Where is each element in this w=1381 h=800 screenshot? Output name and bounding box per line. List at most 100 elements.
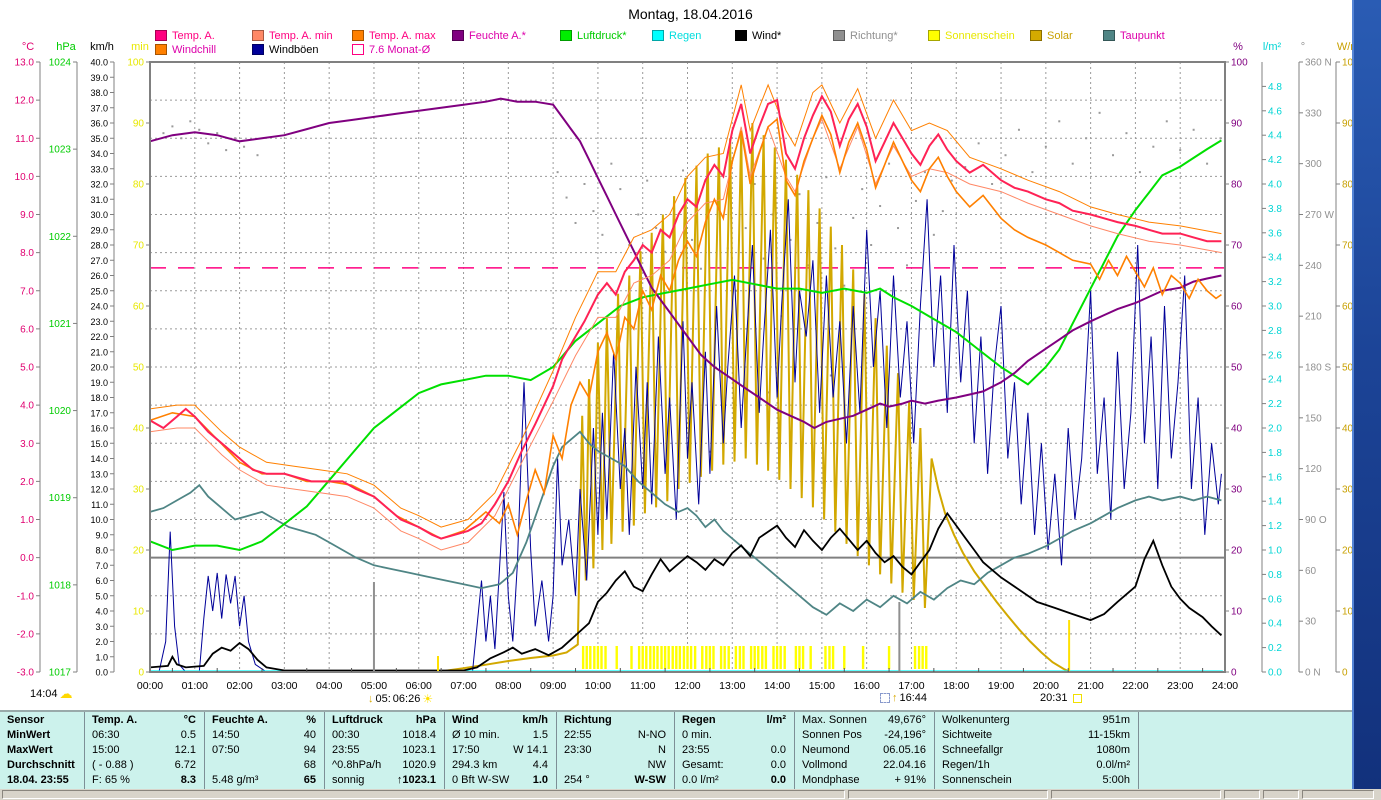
table-row: 5.48 g/m³ 65	[205, 773, 324, 788]
table-row: Max. Sonnen 49,676°	[795, 713, 934, 728]
table-row: Sichtweite 11-15km	[935, 728, 1138, 743]
axis-tick-label: 0	[1342, 668, 1348, 679]
x-tick-label: 18:00	[943, 680, 969, 692]
sunshine-tick	[764, 646, 768, 669]
legend-item-windchill: Windchill	[155, 43, 216, 56]
weather-chart: 13.0 12.0 11.0 10.0 9.0 8.0 7.0 6.0 5.0 4.0 3.0 2.0…	[15, 41, 1365, 692]
info-label: Schneefallgr	[942, 744, 1004, 756]
richtung-dot	[655, 227, 658, 230]
axis-tick-label: 1.4	[1268, 497, 1282, 508]
axis-tick-label: 1020	[49, 406, 72, 417]
cell-value: ↑1023.1	[396, 774, 436, 786]
x-tick-label: 06:00	[406, 680, 432, 692]
row-label: MinWert	[7, 729, 51, 741]
axis-tick-label: 6.0	[95, 576, 108, 586]
sunshine-tick	[719, 646, 723, 669]
legend-item-taupunkt: Taupunkt	[1103, 29, 1165, 42]
sunshine-tick	[641, 646, 644, 669]
axis-tick-label: 8.0	[95, 546, 108, 556]
status-segment	[848, 790, 1048, 799]
cell-value: N	[658, 744, 666, 756]
legend-item-regen: Regen	[652, 29, 701, 42]
axis-tick-label: 16.0	[90, 424, 108, 434]
axis-tick-label: 26.0	[90, 271, 108, 281]
table-row: 23:55 1023.1	[325, 743, 444, 758]
axis-tick-label: 60	[1305, 566, 1317, 577]
axis-tick-label: 40	[1231, 424, 1243, 435]
legend-swatch-icon	[252, 44, 264, 55]
richtung-dot	[1071, 162, 1074, 165]
axis-tick-label: 400	[1342, 424, 1359, 435]
x-tick-label: 21:00	[1077, 680, 1103, 692]
table-col-richtung: Richtung 22:55 N-NO 23:30 N NW 254 ° W-SW	[556, 712, 674, 791]
richtung-dot	[1192, 128, 1195, 131]
axis-tick-label: 1021	[49, 319, 72, 330]
column-header: Luftdruck	[332, 714, 383, 726]
axis-tick-label: 100	[127, 58, 144, 69]
axis-tick-label: 39.0	[90, 73, 108, 83]
richtung-dot	[171, 125, 174, 128]
table-col-luftdruck: Luftdruck hPa 00:30 1018.4 23:55 1023.1 ^0.8hP…	[324, 712, 444, 791]
x-tick-label: 03:00	[271, 680, 297, 692]
richtung-dot	[619, 188, 622, 191]
sunshine-tick	[693, 646, 697, 669]
column-header: Feuchte A.	[212, 714, 268, 726]
richtung-dot	[198, 128, 201, 131]
richtung-dot	[991, 183, 994, 185]
richtung-dot	[798, 193, 801, 196]
axis-header-c: °C	[22, 41, 34, 53]
legend-item-solar: Solar	[1030, 29, 1073, 42]
axis-tick-label: 7.0	[95, 561, 108, 571]
richtung-dot	[664, 250, 667, 253]
window-background-strip	[1352, 0, 1381, 789]
axis-tick-label: 1017	[49, 668, 72, 679]
legend-label: Wind*	[752, 29, 782, 42]
axis-tick-label: 3.0	[20, 439, 34, 450]
richtung-dot	[699, 267, 702, 270]
x-tick-label: 00:00	[137, 680, 163, 692]
cell-label: 22:55	[564, 729, 592, 741]
sunshine-tick	[596, 646, 600, 669]
sunshine-tick	[585, 646, 588, 669]
axis-tick-label: 0.4	[1268, 619, 1282, 630]
cell-label: Gesamt:	[682, 759, 724, 771]
richtung-dot	[225, 149, 228, 152]
table-col-temp-a-: Temp. A. °C 06:30 0.5 15:00 12.1 ( - 0.88 ) 6.7…	[84, 712, 204, 791]
legend-item-luftdruck-: Luftdruck*	[560, 29, 627, 42]
richtung-dot	[1098, 111, 1101, 114]
info-label: Wolkenunterg	[942, 714, 1010, 726]
axis-tick-label: 4.4	[1268, 131, 1282, 142]
legend-label: Temp. A. max	[369, 29, 436, 42]
moonrise-annotation: ↑ 16:44	[880, 692, 927, 704]
axis-tick-label: 2.2	[1268, 399, 1282, 410]
richtung-dot	[977, 142, 980, 145]
axis-tick-label: 3.6	[1268, 228, 1282, 239]
cell-label: Ø 10 min.	[452, 729, 500, 741]
richtung-dot	[1085, 137, 1088, 140]
axis-tick-label: 9.0	[95, 530, 108, 540]
sunshine-tick	[589, 646, 592, 669]
richtung-dot	[879, 205, 882, 208]
axis-header-deg: °	[1301, 41, 1305, 53]
sunshine-tick	[689, 646, 693, 669]
sunshine-tick	[843, 646, 846, 669]
richtung-dot	[753, 183, 756, 185]
axis-header-kmh: km/h	[90, 41, 114, 53]
x-tick-label: 22:00	[1122, 680, 1148, 692]
moonrise-arrow-icon: ↑	[892, 692, 898, 704]
table-row: Neumond 06.05.16	[795, 743, 934, 758]
x-tick-label: 07:00	[450, 680, 476, 692]
sunshine-tick	[772, 646, 775, 669]
axis-tick-label: 60	[133, 302, 145, 313]
sunshine-tick	[925, 646, 928, 669]
legend-label: Temp. A. min	[269, 29, 333, 42]
axis-tick-label: 34.0	[90, 149, 108, 159]
richtung-dot	[914, 199, 917, 202]
richtung-dot	[852, 216, 855, 219]
cell-value: 65	[303, 774, 316, 786]
richtung-dot	[690, 238, 693, 241]
status-segment	[1224, 790, 1260, 799]
richtung-dot	[1138, 171, 1141, 174]
axis-tick-label: 1018	[49, 580, 72, 591]
axis-tick-label: 1.2	[1268, 521, 1282, 532]
